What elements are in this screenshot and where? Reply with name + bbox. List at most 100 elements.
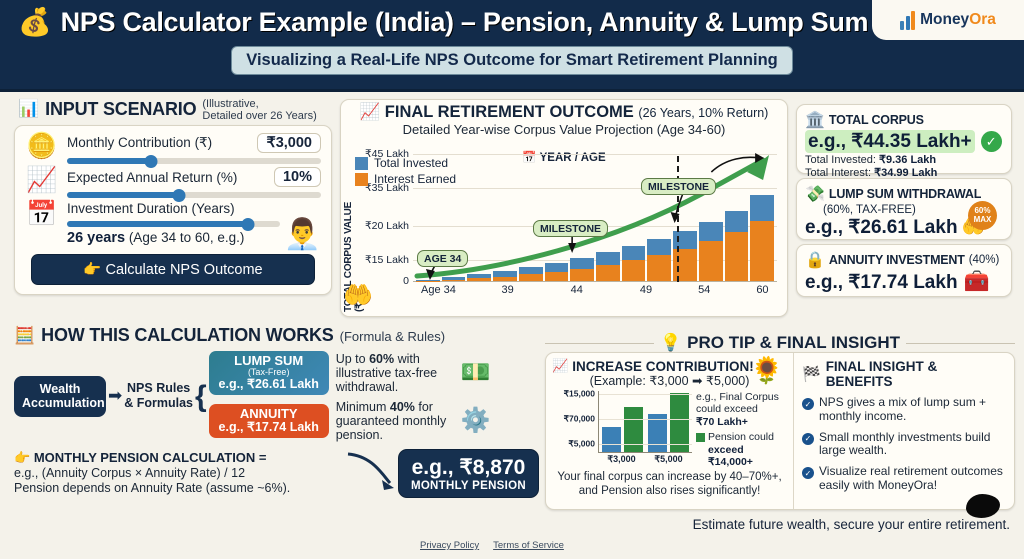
chart-bar (724, 210, 749, 281)
wealth-accumulation-node: Wealth Accumulation (14, 376, 106, 417)
growth-chart-icon: 📈 (26, 166, 58, 195)
calculate-nps-outcome-button[interactable]: 👉 Calculate NPS Outcome (31, 254, 315, 286)
chart-x-axis-label-row: 📅 YEAR / AGE (341, 150, 787, 164)
expected-return-value: 10% (273, 167, 321, 188)
how-works-note: (Formula & Rules) (339, 329, 446, 344)
bar-segment-interest-earned (724, 231, 749, 281)
terms-of-service-link[interactable]: Terms of Service (493, 540, 564, 551)
chart-bar (416, 279, 440, 281)
outcome-title: FINAL RETIREMENT OUTCOME (384, 103, 634, 121)
chart-plot-area (413, 150, 777, 282)
calendar-small-icon: 📅 (522, 152, 537, 164)
outcome-title-note: (26 Years, 10% Return) (638, 106, 769, 120)
investment-duration-slider-fill (67, 221, 249, 228)
max-badge-pct: 60% (974, 206, 991, 216)
bar-segment-total-invested (518, 266, 543, 275)
branch-column: LUMP SUM (Tax-Free) e.g., ₹26.61 Lakh Up… (208, 351, 491, 442)
input-scenario-note-line2: Detailed over 26 Years) (202, 109, 317, 122)
lump-desc-bold: 60% (369, 351, 395, 366)
annuity-desc-pre: Minimum (335, 399, 390, 414)
lump-desc-pre: Up to (335, 351, 370, 366)
bank-icon: 🏛️ (805, 112, 825, 129)
pointing-hand-icon: 👉 (14, 449, 31, 465)
nps-rules-line1: NPS Rules (127, 381, 191, 396)
final-insight-item-text: Visualize real retirement outcomes easil… (819, 464, 1003, 492)
moneyora-logo[interactable]: MoneyOra (872, 0, 1024, 40)
expected-return-slider-knob[interactable] (172, 188, 186, 202)
monthly-pension-text: 👉 MONTHLY PENSION CALCULATION = e.g., (A… (14, 450, 340, 497)
calculation-flow: Wealth Accumulation ➡ NPS Rules & Formul… (14, 351, 539, 442)
final-insight-item-text: Small monthly investments build large we… (819, 429, 991, 458)
expected-return-label: Expected Annual Return (%) (67, 169, 238, 185)
input-scenario-title: INPUT SCENARIO (45, 99, 197, 119)
chart-bar (673, 231, 697, 281)
lump-sum-description: Up to 60% with illustrative tax-free wit… (336, 352, 454, 394)
mini-gridline (599, 394, 692, 395)
footer-links: Privacy Policy Terms of Service (420, 540, 564, 551)
expected-return-slider[interactable] (67, 188, 321, 202)
lump-sum-card: 💸 LUMP SUM WITHDRAWAL (60%, TAX-FREE) e.… (796, 178, 1012, 240)
y-tick: ₹20 Lakh (364, 220, 409, 232)
trend-up-icon: 📈 (552, 358, 569, 373)
retirement-outcome-panel: 📈 FINAL RETIREMENT OUTCOME (26 Years, 10… (340, 99, 788, 317)
monthly-contribution-label: Monthly Contribution (₹) (67, 135, 213, 151)
how-works-header: 🧮 HOW THIS CALCULATION WORKS (Formula & … (14, 325, 539, 346)
monthly-contribution-slider[interactable] (67, 154, 321, 168)
x-tick: Age 34 (421, 284, 456, 296)
branch-brace-icon: { (195, 379, 207, 413)
legend-label: Interest Earned (374, 172, 457, 186)
chart-bar (596, 252, 620, 281)
outcome-title-row: 📈 FINAL RETIREMENT OUTCOME (26 Years, 10… (341, 103, 787, 122)
investment-duration-years: 26 years (67, 230, 126, 247)
increase-contribution-section: 📈 INCREASE CONTRIBUTION! (Example: ₹3,00… (546, 353, 794, 509)
x-tick: 39 (501, 284, 514, 296)
lump-sum-tag: LUMP SUM (Tax-Free) e.g., ₹26.61 Lakh (208, 351, 329, 395)
total-corpus-title: TOTAL CORPUS (828, 113, 924, 127)
bar-segment-interest-earned (698, 240, 723, 281)
bar-segment-total-invested (596, 252, 620, 265)
mini-chart-y-ticks: ₹15,000 ₹70,000 ₹5,000 (552, 389, 596, 453)
field-monthly-contribution: 🪙 Monthly Contribution (₹) ₹3,000 (25, 133, 321, 168)
field-monthly-contribution-top: Monthly Contribution (₹) ₹3,000 (67, 133, 321, 154)
bar-segment-interest-earned (467, 278, 492, 281)
mini-legend-line1: Pension could (708, 431, 774, 444)
annuity-title: ANNUITY INVESTMENT (828, 253, 965, 267)
chart-bar (441, 277, 466, 281)
chart-legend: Total Invested Interest Earned (355, 156, 456, 188)
mini-gridline (599, 444, 692, 445)
check-bullet-icon: ✓ (802, 398, 814, 410)
bar-segment-total-invested (750, 194, 775, 221)
privacy-policy-link[interactable]: Privacy Policy (420, 540, 480, 551)
annuity-branch: ANNUITY e.g., ₹17.74 Lakh Minimum 40% fo… (208, 399, 491, 442)
total-corpus-card: 🏛️ TOTAL CORPUS e.g., ₹44.35 Lakh+ ✓ Tot… (796, 104, 1012, 179)
mini-legend-text: Pension could exceed ₹14,000+ (708, 431, 787, 468)
investment-duration-label: Investment Duration (Years) (67, 201, 235, 217)
lump-sum-tag-value: e.g., ₹26.61 Lakh (218, 377, 319, 392)
logo-text-money: Money (920, 11, 970, 28)
field-investment-duration: 📅 Investment Duration (Years) 26 years (… (25, 201, 321, 246)
annuity-value: e.g., ₹17.74 Lakh (805, 271, 958, 293)
input-scenario-panel: 📊 INPUT SCENARIO (Illustrative, Detailed… (14, 98, 332, 296)
bar-segment-total-invested (673, 231, 697, 249)
lump-sum-value: e.g., ₹26.61 Lakh (805, 216, 958, 238)
mini-chart-x-ticks: ₹3,000 ₹5,000 (598, 454, 692, 465)
monthly-contribution-slider-knob[interactable] (144, 154, 158, 168)
investment-duration-slider[interactable] (67, 217, 281, 231)
bar-segment-interest-earned (570, 268, 595, 281)
page-header: 💰 NPS Calculator Example (India) – Pensi… (0, 0, 1024, 92)
increase-contribution-chart-row: ₹15,000 ₹70,000 ₹5,000 ₹3,000 ₹5,000 (552, 389, 787, 468)
how-calculation-works-panel: 🧮 HOW THIS CALCULATION WORKS (Formula & … (14, 325, 539, 498)
investment-duration-slider-knob[interactable] (241, 217, 255, 231)
footer-tagline: Estimate future wealth, secure your enti… (692, 517, 1010, 532)
bar-segment-total-invested (441, 277, 466, 280)
bar-segment-total-invested (647, 239, 672, 255)
curve-callout-arrow (710, 153, 765, 173)
total-invested-value: ₹9.36 Lakh (879, 154, 937, 166)
annuity-value-row: e.g., ₹17.74 Lakh 🧰 (805, 270, 1003, 294)
x-tick: 54 (698, 284, 711, 296)
monthly-pension-amount: e.g., ₹8,870 (411, 455, 526, 479)
corpus-projection-chart: TOTAL CORPUS VALUE (₹) 🤲 ₹45 Lakh ₹35 La… (341, 148, 787, 312)
chart-bar (647, 239, 672, 281)
mini-bar (648, 413, 668, 452)
